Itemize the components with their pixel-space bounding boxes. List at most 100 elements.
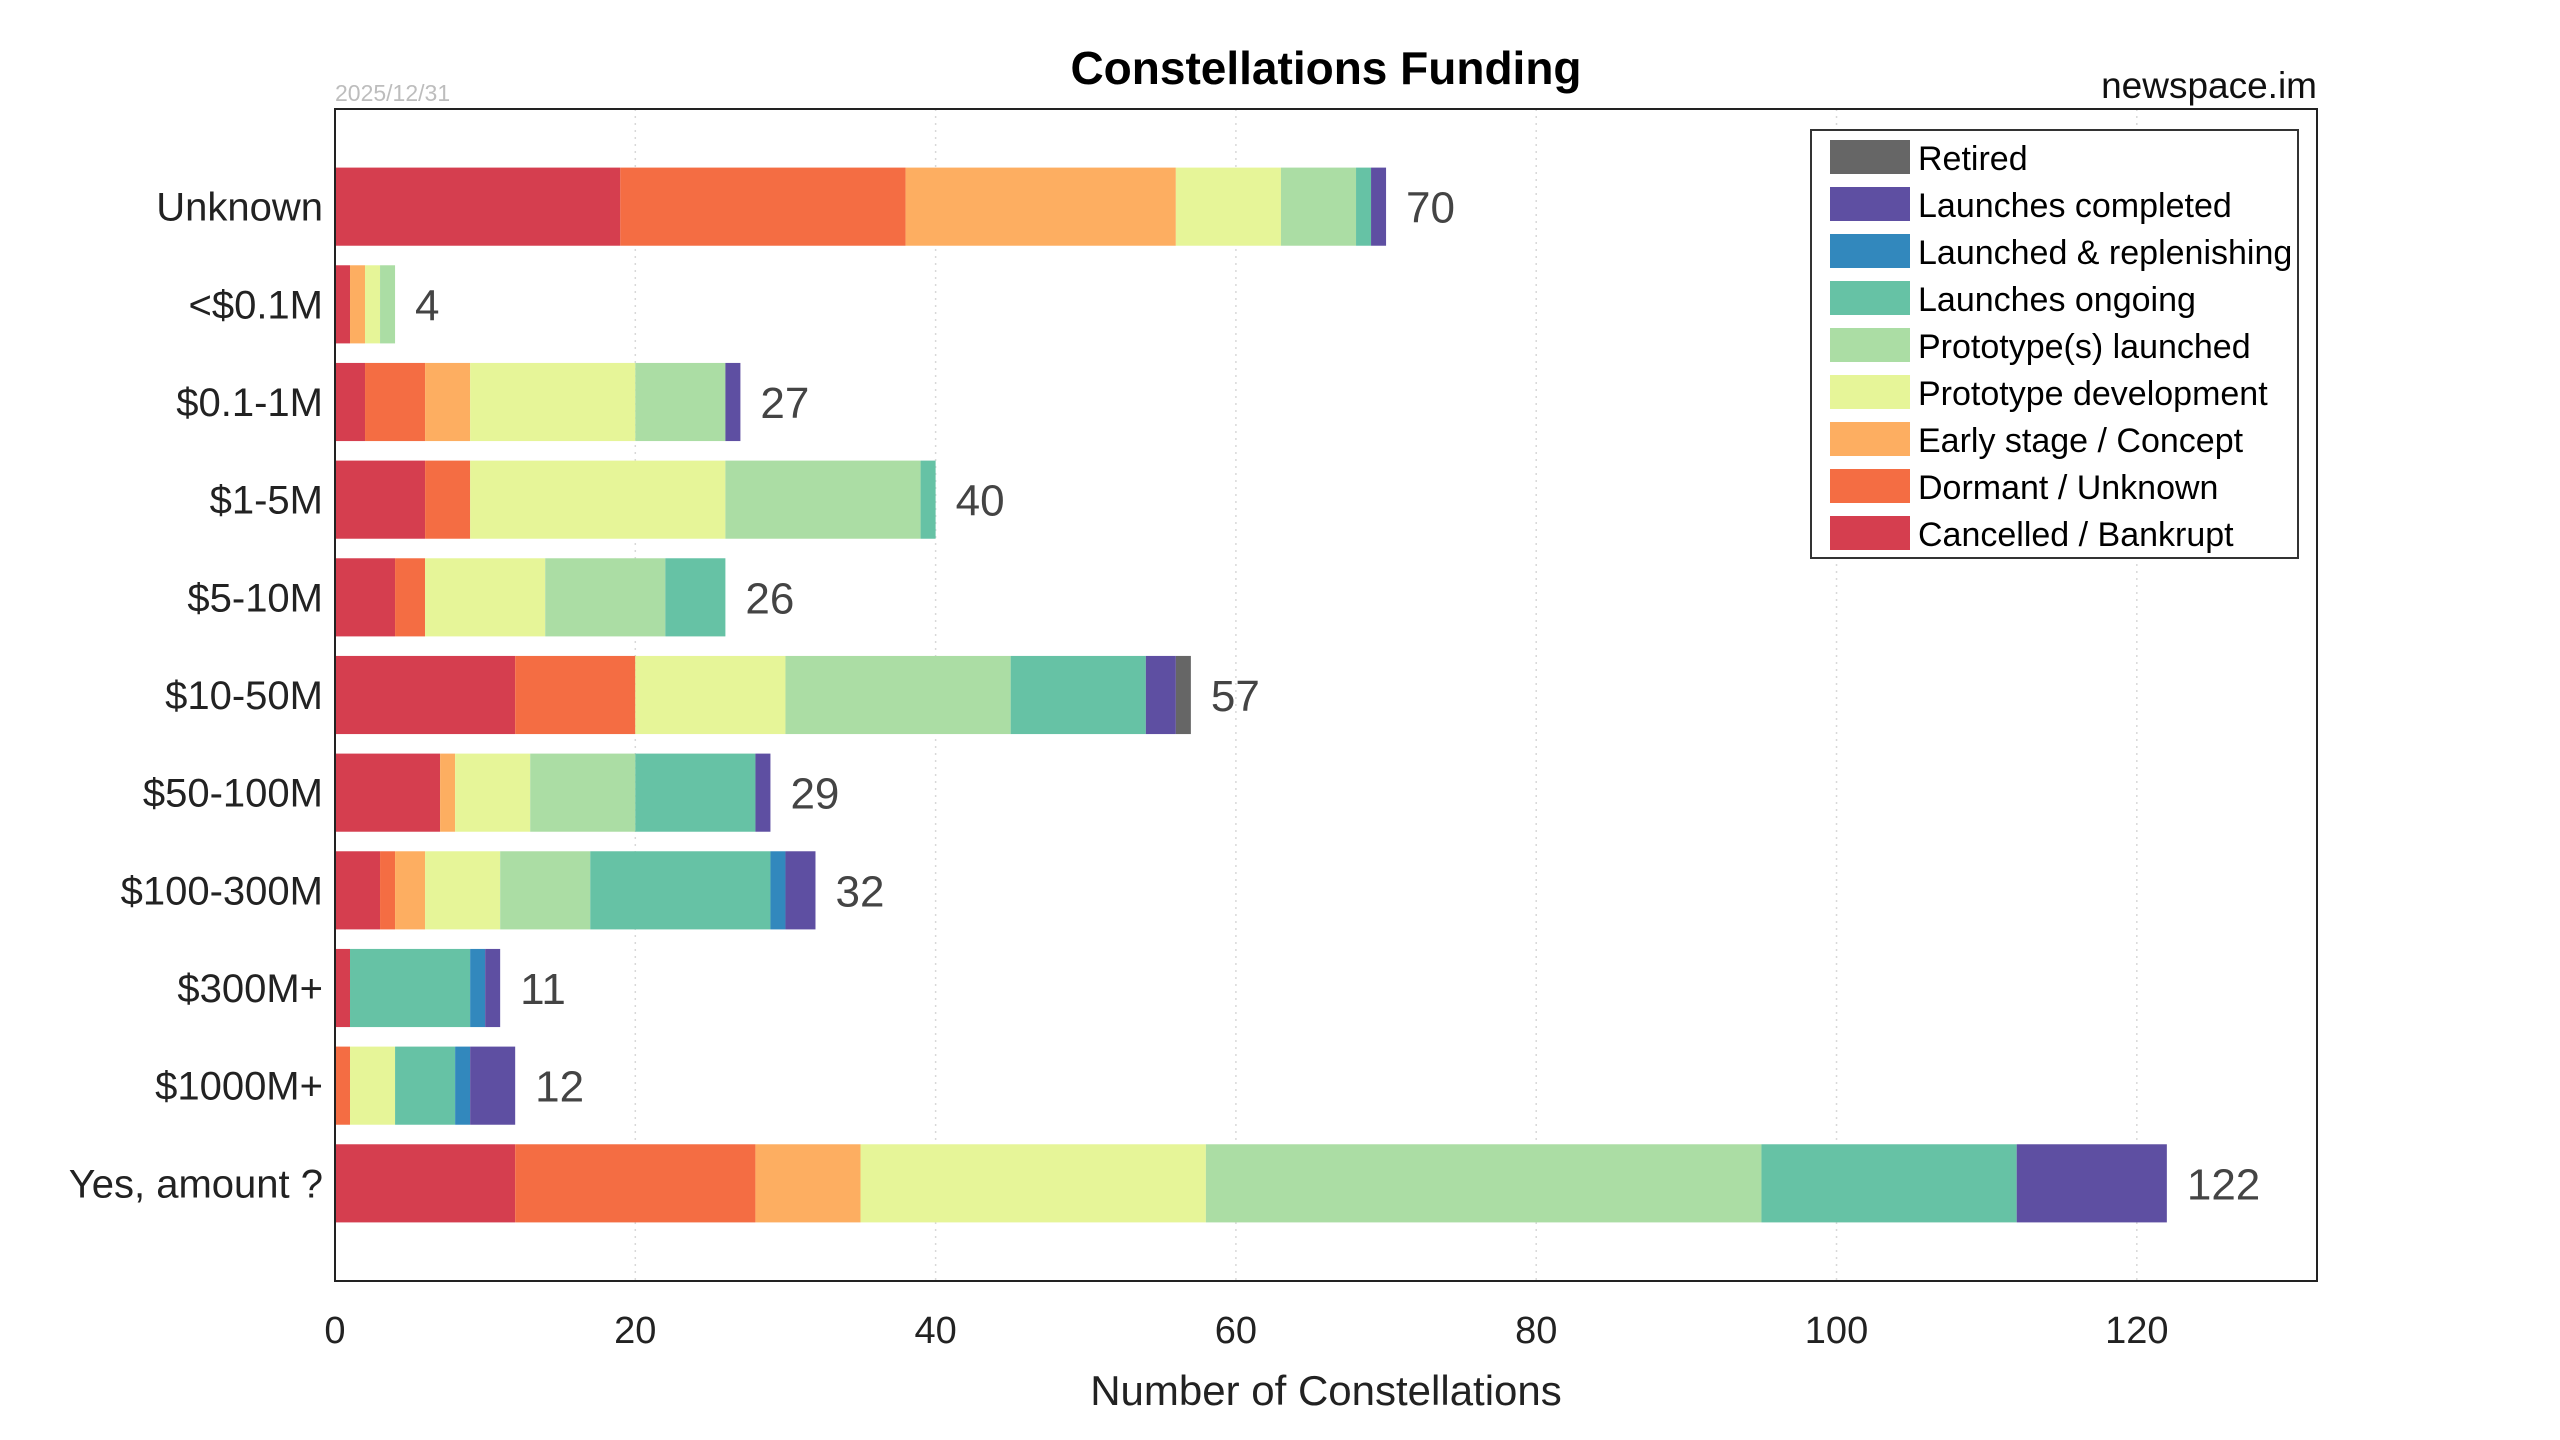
value-label: 29 [790,770,839,819]
x-tick-label: 0 [324,1310,345,1352]
value-label: 32 [835,867,884,916]
bar-segment [455,753,531,832]
bar-segment [620,167,906,246]
bar-segment [335,753,441,832]
value-label: 12 [535,1063,584,1112]
bar-segment [725,460,921,539]
value-labels: 70 4 27 40 26 57 29 32 11 12 122 [415,184,2260,1210]
legend-swatch [1830,328,1910,362]
bar-segment [635,753,756,832]
bar-segment [335,851,381,930]
bar-segment [2016,1144,2167,1223]
bar-segment [335,1144,516,1223]
bar-segment [1280,167,1357,246]
legend-swatch [1830,140,1910,174]
y-tick-label: <$0.1M [188,283,323,327]
bar-segment [335,948,351,1028]
bar-segment [665,558,726,637]
y-tick-label: $10-50M [165,674,323,718]
y-tick-label: $5-10M [187,576,323,620]
legend-label: Cancelled / Bankrupt [1918,516,2234,554]
bar-segment [380,851,396,930]
bar-segment [335,558,396,637]
legend-label: Retired [1918,140,2028,178]
bar-segment [335,460,426,539]
x-tick-labels: 0 20 40 60 80 100 120 [324,1310,2168,1352]
bar-segment [470,1046,516,1125]
legend-swatch [1830,281,1910,315]
bar-segment [1175,655,1191,735]
bar-segment [755,1144,861,1223]
bar-segment [425,362,471,442]
bar-segment [350,1046,396,1125]
bar-segment [920,460,936,539]
bar-segment [365,362,426,442]
value-label: 40 [956,477,1005,526]
x-tick-label: 120 [2105,1310,2168,1352]
bar-segment [335,655,516,735]
legend-swatch [1830,234,1910,268]
x-tick-label: 80 [1515,1310,1557,1352]
y-tick-label: Unknown [156,186,323,230]
bar-segment [1205,1144,1762,1223]
bar-segment [395,851,426,930]
y-tick-label: $0.1-1M [176,381,323,425]
value-label: 122 [2187,1160,2260,1209]
bar-segment [470,460,726,539]
bar-segment [770,851,786,930]
bar-segment [590,851,771,930]
bar-segment [530,753,636,832]
bar-segment [1145,655,1176,735]
chart-title: Constellations Funding [1070,42,1581,94]
legend-swatch [1830,469,1910,503]
legend-label: Early stage / Concept [1918,422,2244,460]
bar-segment [455,1046,471,1125]
bar-segment [395,558,426,637]
bar-segment [395,1046,456,1125]
legend-label: Launches completed [1918,187,2232,225]
bar-segment [635,362,726,442]
y-tick-label: Yes, amount ? [69,1162,323,1206]
bar-segment [440,753,456,832]
bar-segment [335,167,621,246]
y-tick-label: $1000M+ [155,1065,323,1109]
bar-segment [1371,167,1387,246]
bar-segment [500,851,591,930]
legend-swatch [1830,422,1910,456]
date-label: 2025/12/31 [335,80,450,106]
bar-segment [425,558,546,637]
bar-segment [350,948,471,1028]
legend-swatch [1830,187,1910,221]
bar-segment [755,753,771,832]
legend-swatch [1830,516,1910,550]
x-tick-label: 20 [614,1310,656,1352]
bar-segment [1356,167,1372,246]
bar-segment [860,1144,1206,1223]
bars [335,167,2167,1223]
value-label: 11 [520,965,566,1014]
y-tick-label: $1-5M [210,479,323,523]
bar-segment [350,265,366,344]
bar-segment [470,362,636,442]
bar-segment [545,558,666,637]
bar-segment [905,167,1176,246]
legend-label: Launched & replenishing [1918,234,2292,272]
legend: Retired Launches completed Launched & repl… [1810,129,2299,559]
y-tick-label: $300M+ [177,967,323,1011]
x-tick-label: 100 [1805,1310,1868,1352]
plot-frame [334,108,2318,1282]
value-label: 70 [1406,184,1455,233]
bar-segment [335,362,366,442]
x-tick-label: 40 [914,1310,956,1352]
bar-segment [335,1046,351,1125]
y-tick-labels: Unknown <$0.1M $0.1-1M $1-5M $5-10M $10-50M $5… [69,186,323,1207]
value-label: 57 [1211,672,1260,721]
bar-segment [725,362,741,442]
bar-segment [785,655,1011,735]
bar-segment [1010,655,1146,735]
legend-label: Prototype development [1918,375,2268,413]
bar-segment [485,948,501,1028]
legend-label: Dormant / Unknown [1918,469,2218,507]
bar-segment [380,265,396,344]
